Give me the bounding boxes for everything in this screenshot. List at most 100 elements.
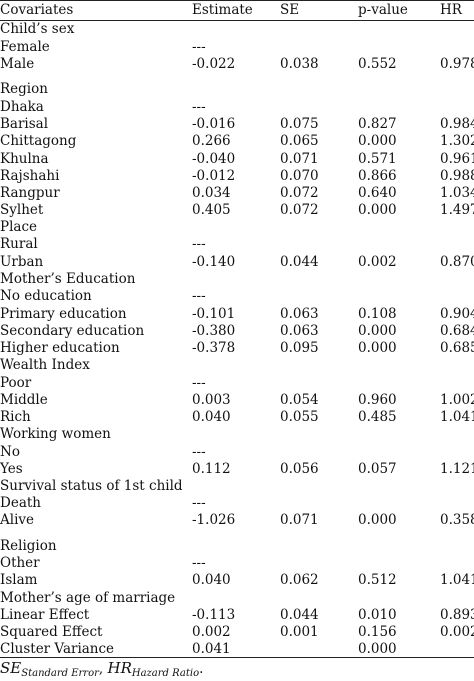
cell-hr: 1.002 [440,392,474,408]
footnote-sep: , [98,661,108,677]
cell-covariate: Male [0,56,35,72]
cell-estimate: --- [192,495,206,511]
cell-covariate: Secondary education [0,323,145,339]
cell-covariate: Sylhet [0,202,44,218]
header-covariates: Covariates [0,2,74,18]
cell-se: 0.070 [280,168,319,184]
cell-pvalue: 0.057 [358,461,397,477]
cell-pvalue: 0.002 [358,254,397,270]
cell-se: 0.062 [280,572,319,588]
cell-hr: 0.685 [440,340,474,356]
cell-covariate: Death [0,495,41,511]
table-row: Sylhet 0.405 0.072 0.000 1.497 [0,201,474,219]
cell-covariate: Linear Effect [0,607,90,623]
cell-pvalue: 0.512 [358,572,397,588]
cell-hr: 0.893 [440,607,474,623]
table-row: Child’s sex [0,20,474,38]
table-row: Rural --- [0,235,474,253]
table-row: Rangpur 0.034 0.072 0.640 1.034 [0,184,474,202]
cell-se: 0.071 [280,151,319,167]
cell-covariate: Rajshahi [0,168,60,184]
table-header-rule [0,20,474,21]
cell-hr: 1.041 [440,409,474,425]
cell-hr: 1.121 [440,461,474,477]
table-footnote: SEStandard Error, HRHazard Ratio. [0,659,203,680]
cell-covariate: Rural [0,236,38,252]
cell-estimate: 0.112 [192,461,231,477]
cell-pvalue: 0.485 [358,409,397,425]
cell-pvalue: 0.960 [358,392,397,408]
cell-estimate: --- [192,555,206,571]
cell-estimate: -0.022 [192,56,236,72]
cell-pvalue: 0.000 [358,340,397,356]
footnote-hr-abbr: HR [107,659,132,677]
cell-estimate: -0.040 [192,151,236,167]
header-se: SE [280,2,300,18]
cell-covariate: Female [0,39,50,55]
cell-covariate: No education [0,288,92,304]
table-row: Secondary education -0.380 0.063 0.000 0.684 [0,322,474,340]
table-row: Female --- [0,38,474,56]
cell-se: 0.056 [280,461,319,477]
cell-estimate: -0.101 [192,306,236,322]
cell-estimate: 0.040 [192,409,231,425]
cell-estimate: -1.026 [192,512,236,528]
cell-se: 0.044 [280,254,319,270]
footnote-se-sub: Standard Error [21,668,99,679]
table-row: No education --- [0,287,474,305]
footnote-end: . [199,661,204,677]
cell-pvalue: 0.000 [358,323,397,339]
table-row: Wealth Index [0,356,474,374]
table-row: Chittagong 0.266 0.065 0.000 1.302 [0,132,474,150]
cell-hr: 0.978 [440,56,474,72]
cell-covariate: Dhaka [0,99,44,115]
cell-estimate: 0.405 [192,202,231,218]
table-row: Alive -1.026 0.071 0.000 0.358 [0,511,474,529]
cell-hr: 1.034 [440,185,474,201]
table-row: Barisal -0.016 0.075 0.827 0.984 [0,115,474,133]
cell-se: 0.063 [280,323,319,339]
cell-hr: 0.984 [440,116,474,132]
cell-estimate: --- [192,288,206,304]
table-row: Squared Effect 0.002 0.001 0.156 0.002 [0,623,474,641]
cell-pvalue: 0.000 [358,133,397,149]
cell-covariate: Mother’s age of marriage [0,590,176,606]
cell-covariate: Higher education [0,340,120,356]
table-header-row: Covariates Estimate SE p-value HR [0,1,474,19]
cell-estimate: -0.012 [192,168,236,184]
cell-se: 0.095 [280,340,319,356]
cell-covariate: Yes [0,461,23,477]
cell-hr: 0.870 [440,254,474,270]
table-row: Urban -0.140 0.044 0.002 0.870 [0,253,474,271]
cell-pvalue: 0.552 [358,56,397,72]
cell-covariate: No [0,444,20,460]
cell-covariate: Mother’s Education [0,271,136,287]
cell-se: 0.038 [280,56,319,72]
table-bottom-rule [0,657,474,658]
cell-estimate: --- [192,375,206,391]
cell-estimate: 0.034 [192,185,231,201]
cell-covariate: Primary education [0,306,127,322]
table-row: Mother’s Education [0,270,474,288]
cell-covariate: Rich [0,409,31,425]
cell-estimate: 0.041 [192,641,231,657]
table-row: Middle 0.003 0.054 0.960 1.002 [0,391,474,409]
table-row: Male -0.022 0.038 0.552 0.978 [0,55,474,73]
table-row: Khulna -0.040 0.071 0.571 0.961 [0,150,474,168]
cell-pvalue: 0.156 [358,624,397,640]
cell-covariate: Middle [0,392,48,408]
cell-estimate: 0.040 [192,572,231,588]
cell-se: 0.063 [280,306,319,322]
cell-covariate: Wealth Index [0,357,90,373]
cell-covariate: Urban [0,254,44,270]
cell-se: 0.055 [280,409,319,425]
cell-hr: 0.904 [440,306,474,322]
table-row: Survival status of 1st child [0,477,474,495]
cell-hr: 0.358 [440,512,474,528]
cell-covariate: Khulna [0,151,49,167]
cell-covariate: Cluster Variance [0,641,115,657]
cell-hr: 0.002 [440,624,474,640]
table-row: Islam 0.040 0.062 0.512 1.041 [0,571,474,589]
cell-se: 0.072 [280,202,319,218]
header-estimate: Estimate [192,2,253,18]
